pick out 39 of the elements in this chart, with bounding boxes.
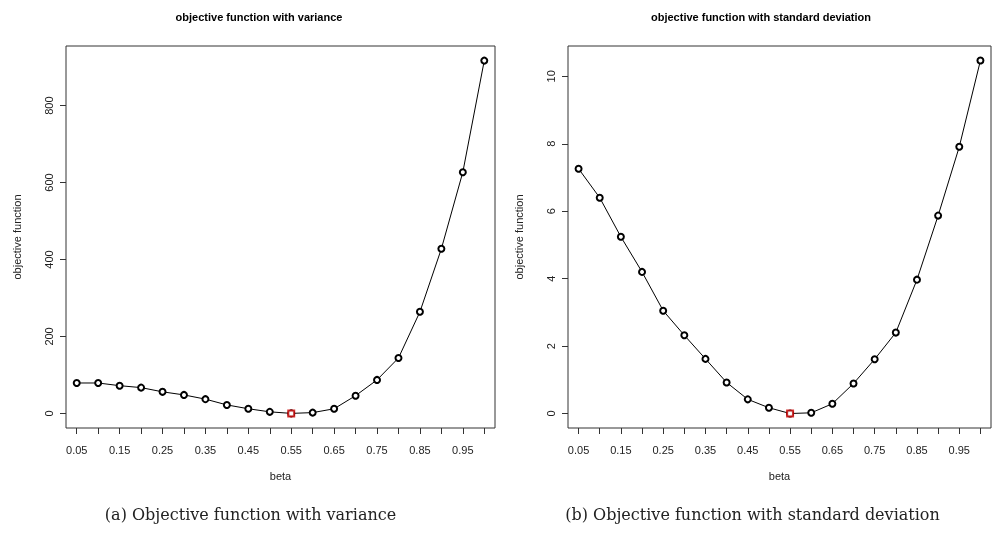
chart-title: objective function with variance: [175, 10, 343, 23]
x-tick-label: 0.65: [821, 443, 844, 456]
x-tick-label: 0.25: [151, 443, 174, 456]
x-tick-label: 0.35: [694, 443, 717, 456]
y-tick-label: 200: [42, 327, 55, 346]
x-tick-label: 0.15: [108, 443, 131, 456]
x-tick-label: 0.75: [863, 443, 886, 456]
y-tick-label: 0: [544, 410, 557, 417]
x-tick-label: 0.05: [66, 443, 88, 456]
y-tick-label: 4: [544, 275, 557, 282]
x-tick-label: 0.35: [194, 443, 217, 456]
x-tick-label: 0.55: [779, 443, 801, 456]
y-tick-label: 400: [42, 250, 55, 269]
x-tick-label: 0.45: [737, 443, 759, 456]
text: (a) Objective function with variance: [103, 505, 398, 524]
x-tick-label: 0.25: [652, 443, 674, 456]
x-tick-label: 0.85: [409, 443, 431, 456]
x-tick-label: 0.75: [366, 443, 388, 456]
y-axis-title: objective function: [512, 194, 525, 280]
x-axis-title: beta: [768, 469, 792, 482]
text: (b) Objective function with standard deviation: [564, 505, 941, 524]
y-tick-label: 2: [544, 343, 557, 350]
y-tick-label: 10: [544, 70, 557, 83]
y-tick-label: 0: [42, 410, 55, 417]
y-axis-title: objective function: [10, 194, 23, 280]
x-tick-label: 0.85: [906, 443, 928, 456]
y-tick-label: 600: [42, 173, 55, 192]
y-tick-label: 6: [544, 208, 557, 215]
x-tick-label: 0.15: [610, 443, 632, 456]
x-tick-label: 0.55: [280, 443, 302, 456]
y-tick-label: 800: [42, 96, 55, 115]
y-tick-label: 8: [544, 140, 557, 147]
chart-title: objective function with standard deviation: [650, 10, 872, 23]
x-axis-title: beta: [269, 469, 293, 482]
x-tick-label: 0.45: [237, 443, 260, 456]
x-tick-label: 0.05: [567, 443, 590, 456]
x-tick-label: 0.65: [323, 443, 345, 456]
x-tick-label: 0.95: [948, 443, 970, 456]
x-tick-label: 0.95: [452, 443, 474, 456]
